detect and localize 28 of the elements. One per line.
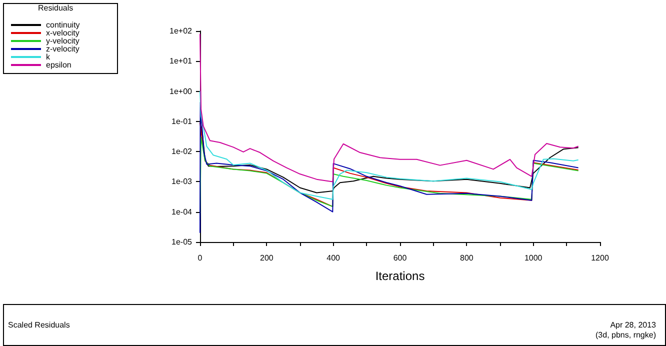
legend-label: y-velocity — [46, 36, 80, 46]
y-tick-label: 1e+00 — [170, 86, 193, 96]
legend-label: z-velocity — [46, 44, 80, 54]
y-tick-label: 1e-04 — [172, 207, 193, 216]
text: (3d, pbns, rngke) — [596, 330, 656, 340]
y-tick-label: 1e+02 — [170, 26, 193, 36]
x-tick-label: 600 — [393, 254, 408, 262]
y-tick-label: 1e-03 — [172, 177, 193, 186]
x-tick-label: 400 — [326, 254, 341, 262]
x-tick-label: 1200 — [591, 254, 610, 262]
line-series — [200, 90, 579, 200]
legend-label: k — [46, 52, 51, 62]
y-tick-label: 1e-02 — [172, 147, 193, 156]
text: Scaled Residuals — [8, 320, 70, 330]
x-tick-label: 0 — [198, 254, 203, 262]
x-tick-label: 1000 — [524, 254, 543, 262]
line-series — [200, 33, 579, 182]
legend-label: x-velocity — [46, 28, 80, 38]
legend-label: continuity — [46, 20, 80, 30]
y-tick-label: 1e+01 — [170, 56, 193, 66]
x-tick-label: 200 — [260, 254, 274, 262]
y-tick-label: 1e-05 — [172, 238, 193, 246]
text: Apr 28, 2013 — [610, 320, 657, 330]
x-tick-label: 800 — [460, 254, 474, 262]
x-axis-title: Iterations — [375, 269, 425, 283]
legend-label: epsilon — [46, 60, 72, 70]
y-tick-label: 1e-01 — [172, 116, 193, 126]
legend-title: Residuals — [38, 4, 74, 12]
